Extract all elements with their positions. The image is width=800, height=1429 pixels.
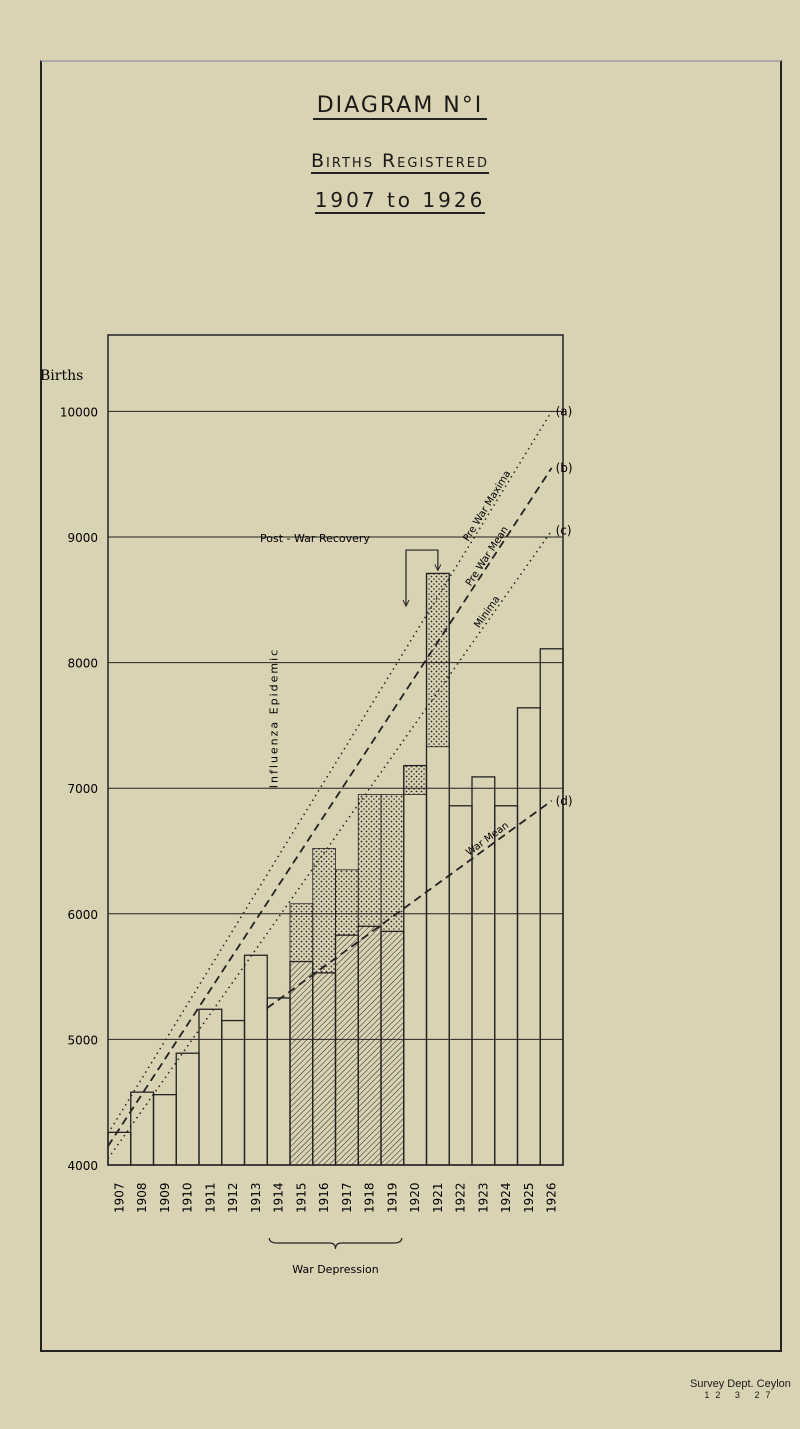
publisher-credit: Survey Dept. Ceylon: [690, 1378, 791, 1390]
bar-1924: [494, 805, 519, 1166]
x-tick-label: 1917: [340, 1182, 354, 1213]
y-tick-label: 6000: [67, 908, 98, 922]
y-tick-label: 4000: [67, 1159, 98, 1173]
chart-period-text: 1907 to 1926: [314, 188, 486, 214]
y-tick-label: 8000: [67, 657, 98, 671]
trend-marker-c: (c): [556, 524, 572, 538]
footer: Survey Dept. Ceylon 12 3 27: [690, 1378, 791, 1400]
y-axis-title: Births: [40, 368, 83, 384]
x-tick-label: 1909: [158, 1182, 172, 1213]
arrow-head-icon: [402, 599, 410, 608]
y-tick-label: 9000: [67, 531, 98, 545]
diagram-number-text: DIAGRAM N°I: [312, 93, 488, 120]
bar-1922: [448, 805, 473, 1166]
war-depression-label: War Depression: [292, 1263, 378, 1276]
x-tick-label: 1915: [294, 1182, 308, 1213]
bar-1909: [152, 1094, 177, 1166]
bar-1913: [243, 954, 268, 1166]
x-tick-label: 1907: [112, 1182, 126, 1213]
bar-1920: [403, 764, 428, 1166]
x-tick-label: 1918: [363, 1182, 377, 1213]
y-tick-label: 5000: [67, 1033, 98, 1047]
bar-1926: [539, 648, 564, 1166]
x-tick-label: 1908: [135, 1182, 149, 1213]
print-date: 12 3 27: [704, 1390, 777, 1400]
x-tick-label: 1912: [226, 1182, 240, 1213]
x-tick-label: 1914: [272, 1182, 286, 1213]
y-tick-label: 7000: [67, 782, 98, 796]
trend-marker-a: (a): [556, 404, 573, 418]
x-tick-label: 1925: [522, 1182, 536, 1213]
bar-1915: [289, 960, 314, 1166]
bar-1919: [380, 930, 405, 1166]
y-tick-label: 10000: [60, 405, 98, 419]
trend-label-d: War Mean: [464, 820, 511, 858]
stipple-1920: [403, 765, 427, 795]
x-tick-label: 1920: [408, 1182, 422, 1213]
recovery-arrow-icon: [405, 549, 439, 607]
trend-label-c: Minima: [472, 594, 502, 630]
stipple-1915: [289, 903, 314, 962]
trend-line-d: [266, 800, 553, 1009]
bar-1910: [175, 1052, 200, 1166]
diagram-number: DIAGRAM N°I: [0, 93, 800, 120]
bar-1925: [516, 707, 541, 1166]
x-tick-label: 1924: [499, 1182, 513, 1213]
bar-1917: [334, 934, 359, 1166]
x-tick-label: 1913: [249, 1182, 263, 1213]
x-tick-label: 1910: [181, 1182, 195, 1213]
stipple-1919: [380, 794, 405, 932]
x-tick-label: 1926: [545, 1182, 559, 1213]
post-war-recovery-label: Post - War Recovery: [260, 532, 370, 545]
influenza-epidemic-label: Influenza Epidemic: [267, 648, 280, 788]
chart-title: Births Registered: [0, 150, 800, 174]
x-tick-label: 1923: [476, 1182, 490, 1213]
diagram-frame: [40, 60, 782, 1352]
x-tick-label: 1916: [317, 1182, 331, 1213]
stipple-1917: [335, 869, 359, 936]
chart-period: 1907 to 1926: [0, 188, 800, 214]
x-tick-label: 1921: [431, 1182, 445, 1213]
arrow-head-icon: [434, 564, 442, 572]
war-depression-brace: [268, 1237, 403, 1250]
bar-1912: [221, 1019, 246, 1166]
chart-title-text: Births Registered: [311, 150, 489, 174]
bar-1916: [312, 972, 337, 1166]
bar-1908: [130, 1091, 155, 1166]
trend-line-b: [107, 467, 553, 1147]
stipple-1918: [357, 794, 382, 927]
stipple-1916: [312, 848, 336, 974]
x-tick-label: 1911: [203, 1182, 217, 1213]
bar-1914: [266, 997, 291, 1166]
trend-line-a: [107, 411, 553, 1134]
x-tick-label: 1919: [385, 1182, 399, 1213]
x-tick-label: 1922: [454, 1182, 468, 1213]
trend-marker-d: (d): [556, 794, 573, 808]
bar-1911: [198, 1008, 223, 1166]
trend-marker-b: (b): [556, 461, 573, 475]
stipple-1921: [426, 573, 450, 748]
bar-1918: [357, 925, 382, 1166]
bar-1907: [107, 1131, 132, 1166]
